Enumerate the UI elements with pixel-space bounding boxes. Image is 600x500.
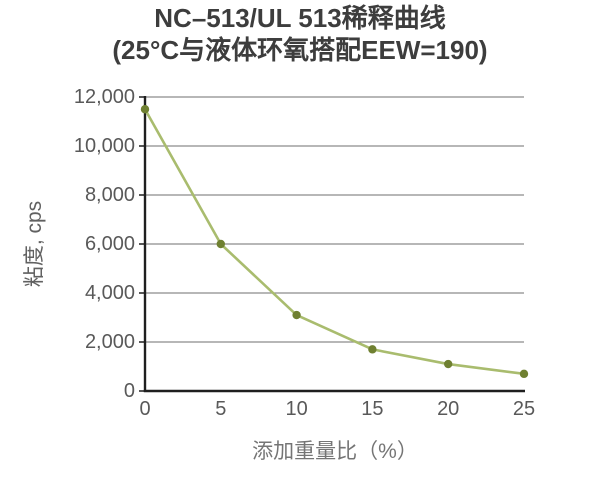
data-point: [140, 105, 150, 114]
x-tick-label: 0: [139, 398, 151, 420]
x-tick-label: 15: [361, 398, 384, 420]
y-tick-label: 0: [123, 380, 135, 402]
y-tick-label: 6,000: [84, 233, 135, 255]
x-tick-label: 5: [215, 398, 227, 420]
data-point: [292, 310, 301, 320]
x-tick-label: 20: [437, 398, 460, 420]
y-tick-label: 12,000: [73, 86, 135, 108]
x-tick-label: 25: [512, 398, 536, 420]
chart-title-block: NC–513/UL 513稀释曲线 (25°C与液体环氧搭配EEW=190): [0, 3, 600, 66]
data-point: [444, 359, 453, 369]
x-axis-title: 添加重量比（%）: [252, 440, 418, 463]
series-line: [143, 108, 525, 376]
data-point: [519, 369, 529, 379]
y-axis-title: 粘度, cps: [23, 200, 46, 288]
y-tick-label: 10,000: [73, 135, 135, 157]
y-tick-label: 2,000: [84, 331, 135, 353]
data-point: [216, 239, 225, 249]
y-tick-label: 8,000: [84, 184, 135, 206]
y-tick-label: 4,000: [84, 282, 135, 304]
chart-subtitle: (25°C与液体环氧搭配EEW=190): [112, 34, 488, 65]
chart-title: NC–513/UL 513稀释曲线: [154, 3, 446, 33]
data-point: [368, 345, 377, 354]
x-tick-label: 10: [285, 398, 308, 420]
